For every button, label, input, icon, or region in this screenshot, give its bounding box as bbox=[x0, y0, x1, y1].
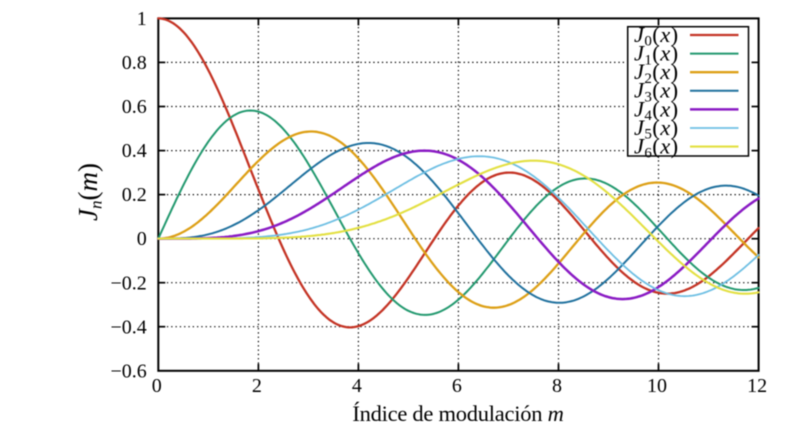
svg-text:Índice de modulación m: Índice de modulación m bbox=[352, 401, 563, 426]
svg-text:0.8: 0.8 bbox=[122, 52, 147, 74]
svg-text:J1(x): J1(x) bbox=[634, 41, 679, 69]
svg-text:2: 2 bbox=[252, 375, 262, 397]
svg-text:−0.2: −0.2 bbox=[111, 272, 147, 294]
svg-text:J3(x): J3(x) bbox=[634, 78, 679, 106]
svg-text:8: 8 bbox=[552, 375, 562, 397]
svg-text:J2(x): J2(x) bbox=[634, 59, 679, 87]
svg-text:−0.6: −0.6 bbox=[111, 360, 147, 382]
svg-text:J4(x): J4(x) bbox=[634, 96, 679, 124]
svg-text:0.2: 0.2 bbox=[122, 184, 147, 206]
svg-text:0.6: 0.6 bbox=[122, 96, 147, 118]
svg-text:0.4: 0.4 bbox=[122, 140, 147, 162]
svg-text:Jn(m): Jn(m) bbox=[73, 163, 106, 221]
svg-text:J0(x): J0(x) bbox=[634, 22, 679, 50]
svg-text:4: 4 bbox=[352, 375, 362, 397]
svg-text:12: 12 bbox=[747, 375, 767, 397]
svg-text:0: 0 bbox=[137, 228, 147, 250]
svg-text:6: 6 bbox=[452, 375, 462, 397]
svg-text:0: 0 bbox=[152, 375, 162, 397]
svg-text:1: 1 bbox=[137, 8, 147, 30]
svg-text:10: 10 bbox=[647, 375, 667, 397]
svg-text:J6(x): J6(x) bbox=[634, 134, 679, 162]
svg-text:J5(x): J5(x) bbox=[634, 115, 679, 143]
svg-text:−0.4: −0.4 bbox=[111, 316, 147, 338]
